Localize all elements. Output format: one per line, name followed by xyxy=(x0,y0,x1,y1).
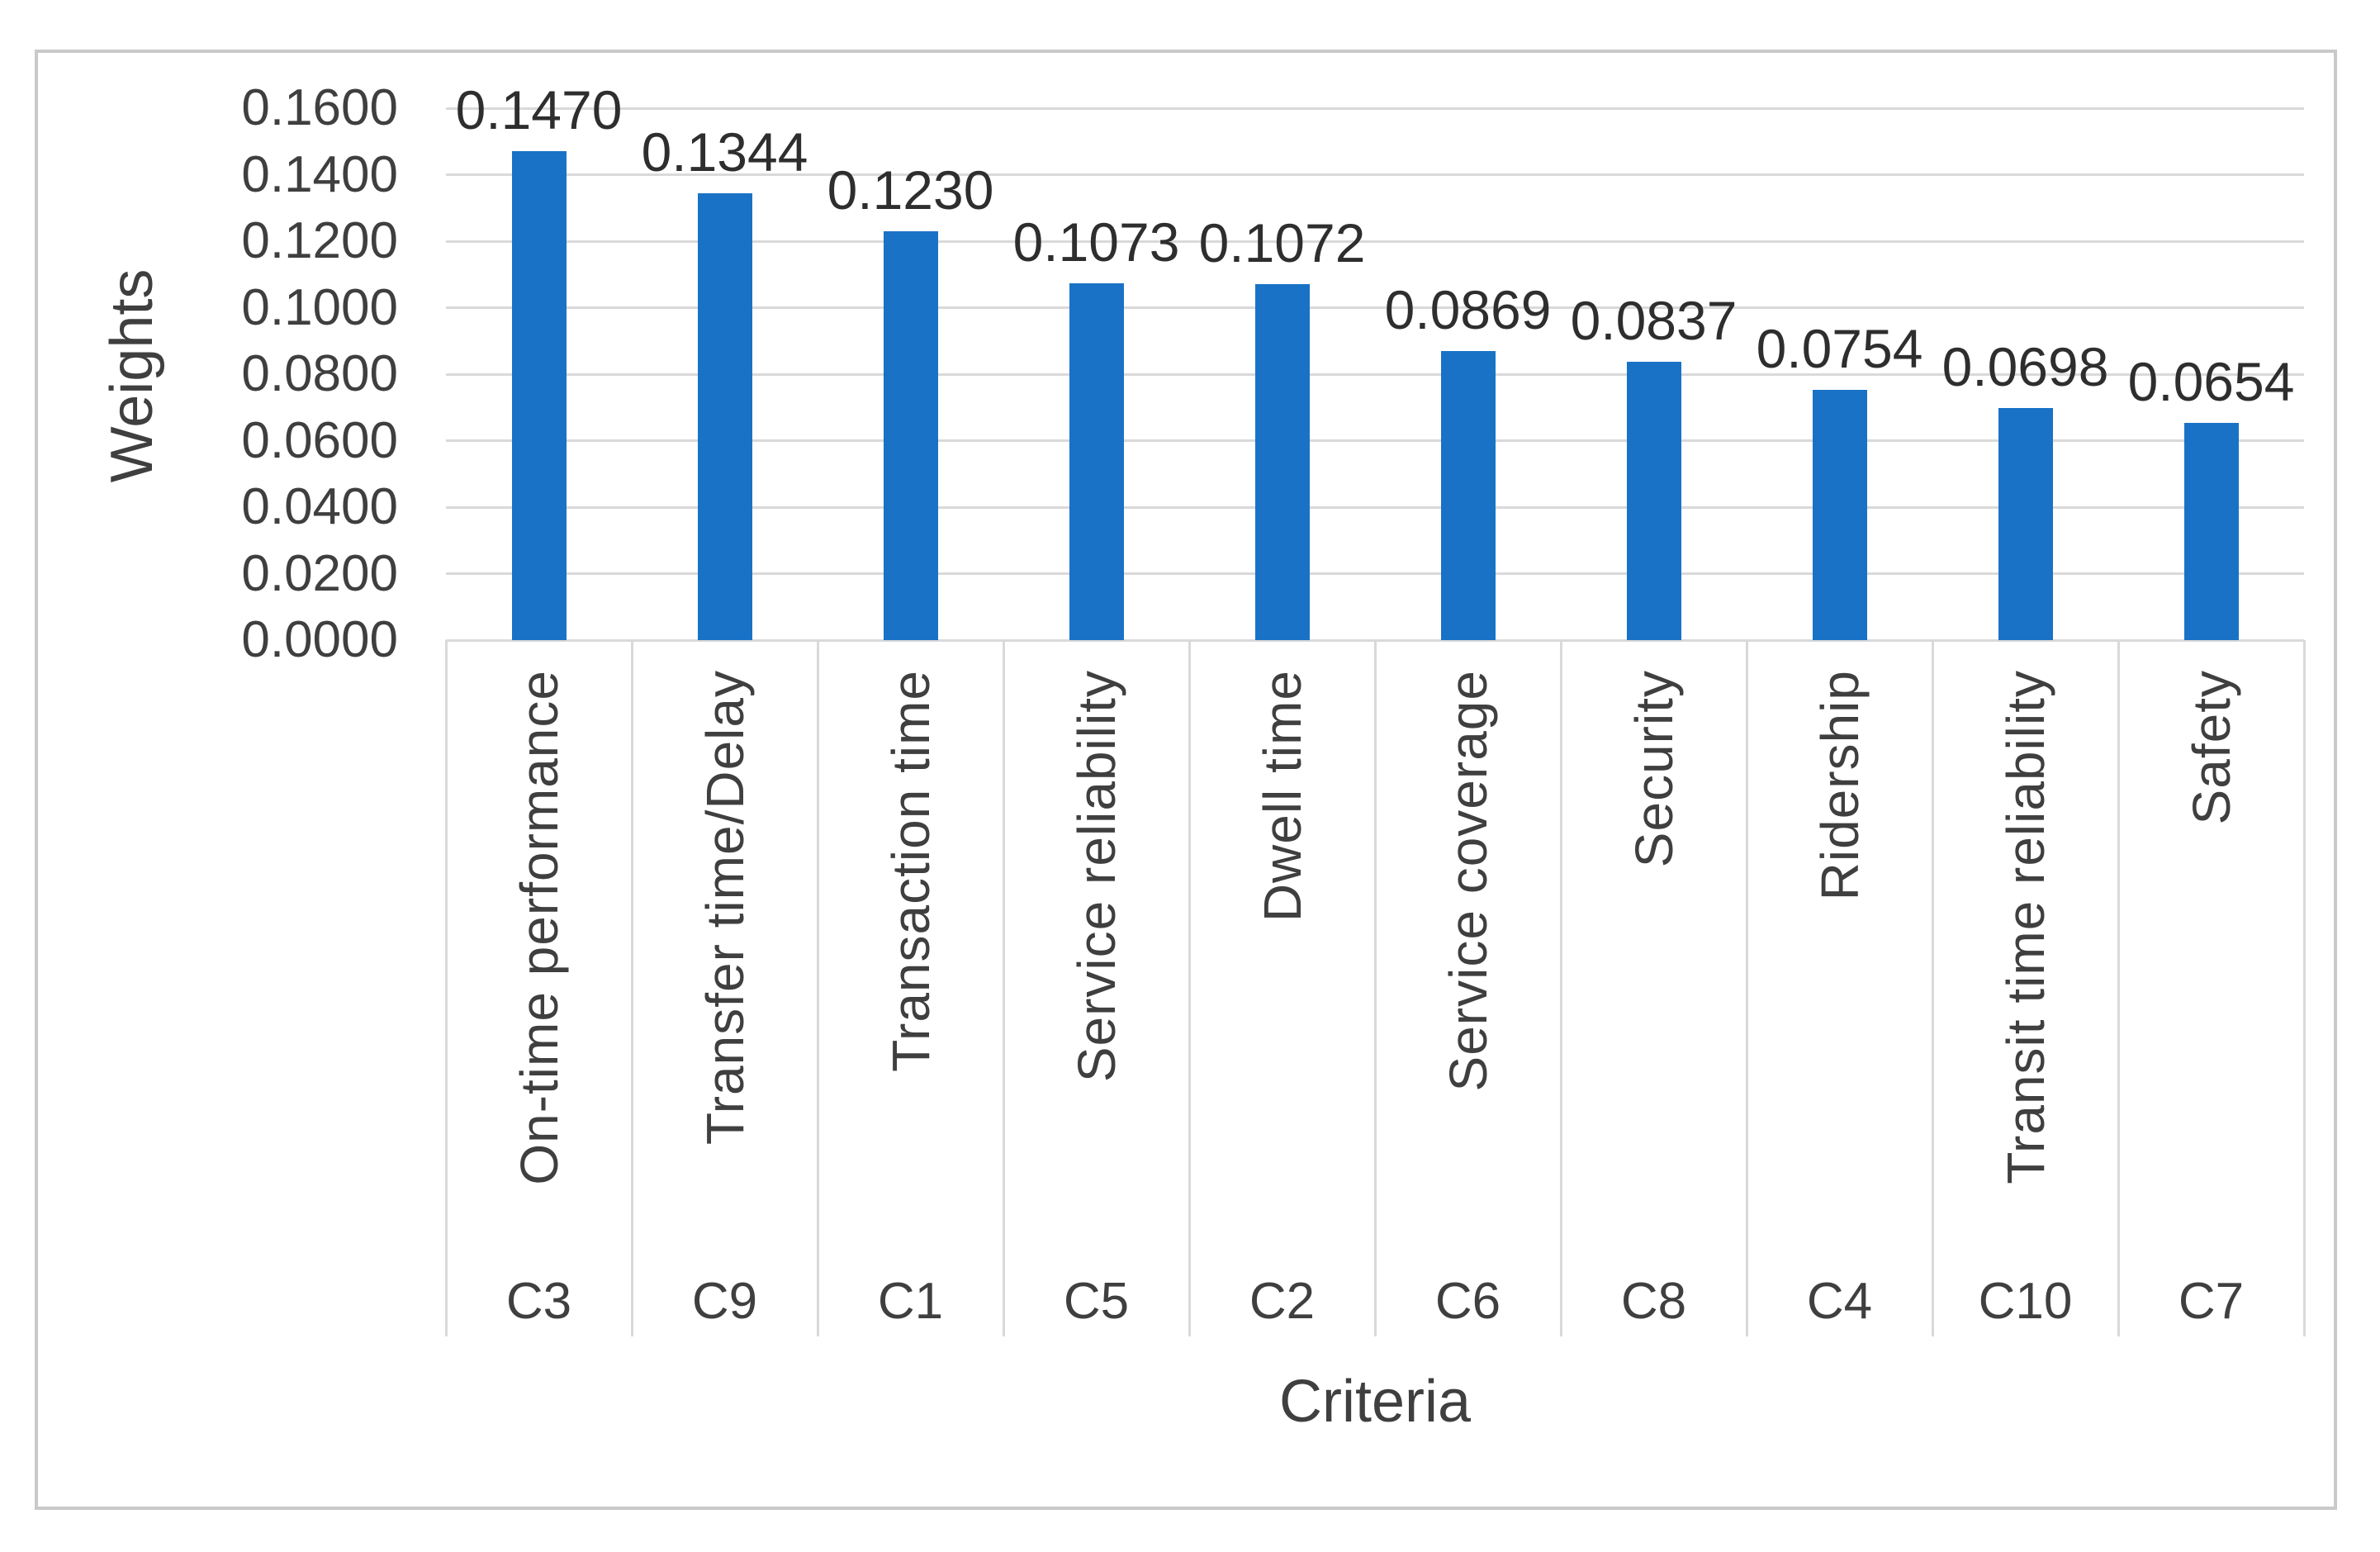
bar xyxy=(1626,362,1681,640)
category-name-cell: On-time performance xyxy=(446,652,632,1251)
bar-value-label: 0.1344 xyxy=(641,121,808,183)
gridline xyxy=(446,173,2304,176)
category-name-cell: Service reliability xyxy=(1003,652,1189,1251)
y-tick-label: 0.0200 xyxy=(241,544,398,602)
bar-value-label: 0.0869 xyxy=(1384,279,1552,341)
y-tick-label: 0.1200 xyxy=(241,212,398,269)
category-name-cell: Security xyxy=(1561,652,1747,1251)
category-name-cell: Safety xyxy=(2118,652,2304,1251)
category-separator xyxy=(2117,640,2120,1336)
category-name-label: Transit time reliability xyxy=(1995,670,2055,1184)
bar xyxy=(1812,389,1867,640)
category-code-label: C8 xyxy=(1620,1273,1687,1330)
gridline xyxy=(446,505,2304,509)
gridline xyxy=(446,107,2304,110)
bar xyxy=(1998,408,2053,640)
bar-value-label: 0.0654 xyxy=(2127,350,2295,412)
category-separator xyxy=(1188,640,1191,1336)
figure-border xyxy=(35,50,2337,1510)
category-name-cell: Transaction time xyxy=(818,652,1003,1251)
category-separator xyxy=(1559,640,1562,1336)
category-name-cell: Dwell time xyxy=(1189,652,1375,1251)
bar xyxy=(2183,422,2239,640)
y-tick-label: 0.0400 xyxy=(241,478,398,535)
bar xyxy=(697,193,752,640)
gridline xyxy=(446,373,2304,376)
category-name-cell: Service coverage xyxy=(1375,652,1561,1251)
category-separator xyxy=(816,640,819,1336)
category-name-label: Service reliability xyxy=(1066,670,1126,1083)
bar-value-label: 0.0837 xyxy=(1570,290,1738,352)
category-name-cell: Ridership xyxy=(1747,652,1932,1251)
bar xyxy=(1069,283,1124,640)
bar-value-label: 0.0698 xyxy=(1941,336,2109,398)
category-name-label: Ridership xyxy=(1809,670,1870,901)
category-code-label: C1 xyxy=(877,1273,944,1330)
category-separator xyxy=(1745,640,1748,1336)
category-code-label: C7 xyxy=(2178,1273,2245,1330)
category-code-label: C2 xyxy=(1249,1273,1316,1330)
category-name-label: On-time performance xyxy=(509,670,569,1185)
bar-value-label: 0.1470 xyxy=(455,79,623,141)
gridline xyxy=(446,572,2304,575)
category-name-cell: Transfer time/Delay xyxy=(632,652,818,1251)
category-name-label: Service coverage xyxy=(1438,670,1498,1092)
category-name-label: Security xyxy=(1624,670,1684,868)
y-tick-label: 0.1000 xyxy=(241,278,398,336)
x-axis-title: Criteria xyxy=(1278,1369,1472,1435)
category-separator xyxy=(1373,640,1377,1336)
gridline xyxy=(446,439,2304,442)
category-separator xyxy=(630,640,633,1336)
bar-value-label: 0.1230 xyxy=(827,159,994,221)
gridline xyxy=(446,306,2304,309)
category-code-label: C9 xyxy=(691,1273,758,1330)
y-tick-label: 0.0000 xyxy=(241,611,398,668)
bar xyxy=(1254,283,1310,640)
y-tick-label: 0.1600 xyxy=(241,79,398,136)
category-separator xyxy=(1931,640,1934,1336)
bar xyxy=(883,230,938,640)
y-tick-label: 0.1400 xyxy=(241,145,398,203)
category-name-cell: Transit time reliability xyxy=(1932,652,2118,1251)
category-name-label: Transaction time xyxy=(880,670,941,1072)
category-code-label: C5 xyxy=(1063,1273,1130,1330)
category-separator xyxy=(444,640,448,1336)
category-code-label: C6 xyxy=(1434,1273,1501,1330)
category-name-label: Dwell time xyxy=(1252,670,1312,923)
category-separator xyxy=(2302,640,2306,1336)
bar xyxy=(1440,351,1496,640)
y-tick-label: 0.0800 xyxy=(241,345,398,402)
category-code-label: C3 xyxy=(505,1273,572,1330)
bar-value-label: 0.0754 xyxy=(1756,317,1923,379)
bar-value-label: 0.1073 xyxy=(1012,211,1180,273)
category-name-label: Safety xyxy=(2181,670,2241,825)
category-code-label: C4 xyxy=(1806,1273,1873,1330)
category-separator xyxy=(1002,640,1005,1336)
bar xyxy=(511,151,567,640)
category-code-label: C10 xyxy=(1978,1273,2073,1330)
bar-value-label: 0.1072 xyxy=(1198,211,1366,273)
category-name-label: Transfer time/Delay xyxy=(695,670,755,1145)
gridline xyxy=(446,240,2304,243)
y-tick-label: 0.0600 xyxy=(241,411,398,469)
